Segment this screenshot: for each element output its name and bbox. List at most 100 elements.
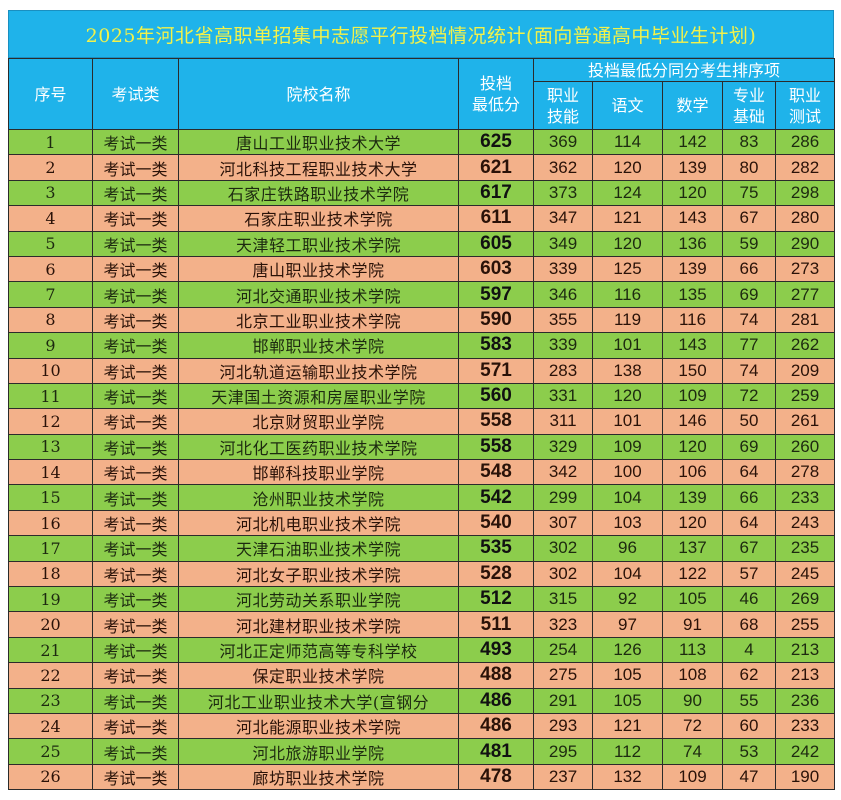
skill-score-cell: 342	[533, 459, 593, 486]
min-score-cell: 603	[458, 255, 534, 283]
index-cell: 14	[8, 459, 93, 486]
test-score-cell: 277	[774, 281, 836, 308]
school-cell: 保定职业技术学院	[178, 662, 459, 689]
category-cell: 考试一类	[92, 763, 179, 791]
test-score-cell: 245	[774, 560, 836, 588]
basic-score-cell: 50	[722, 408, 776, 435]
test-score-cell: 282	[774, 154, 836, 181]
math-score-cell: 113	[662, 636, 723, 664]
table-row: 23 考试一类 河北工业职业技术大学(宣钢分 486 291 105 90 55 236	[8, 687, 836, 714]
index-cell: 10	[8, 357, 93, 384]
index-cell: 19	[8, 586, 93, 613]
table-title: 2025年河北省高职单招集中志愿平行投档情况统计(面向普通高中毕业生计划)	[8, 10, 834, 58]
min-score-cell: 535	[458, 535, 534, 562]
chinese-score-cell: 105	[592, 687, 663, 714]
min-score-cell: 597	[458, 281, 534, 308]
header-min-score-line1: 投档	[479, 74, 512, 93]
test-score-cell: 213	[774, 636, 836, 664]
category-cell: 考试一类	[92, 459, 179, 486]
category-cell: 考试一类	[92, 484, 179, 511]
math-score-cell: 106	[662, 459, 723, 486]
category-cell: 考试一类	[92, 205, 179, 232]
category-cell: 考试一类	[92, 255, 179, 283]
chinese-score-cell: 100	[592, 459, 663, 486]
school-cell: 天津轻工职业技术学院	[178, 230, 459, 257]
category-cell: 考试一类	[92, 230, 179, 257]
test-score-cell: 190	[774, 763, 836, 791]
skill-score-cell: 355	[533, 306, 593, 334]
chinese-score-cell: 97	[592, 611, 663, 638]
table-row: 2 考试一类 河北科技工程职业技术大学 621 362 120 139 80 282	[8, 154, 836, 181]
math-score-cell: 139	[662, 255, 723, 283]
header-skill: 职业技能	[533, 81, 593, 130]
basic-score-cell: 62	[722, 662, 776, 689]
skill-score-cell: 299	[533, 484, 593, 511]
table-row: 12 考试一类 北京财贸职业学院 558 311 101 146 50 261	[8, 408, 836, 435]
index-cell: 26	[8, 763, 93, 791]
test-score-cell: 280	[774, 205, 836, 232]
category-cell: 考试一类	[92, 738, 179, 765]
index-cell: 6	[8, 255, 93, 283]
chinese-score-cell: 120	[592, 382, 663, 410]
chinese-score-cell: 101	[592, 332, 663, 359]
test-score-cell: 255	[774, 611, 836, 638]
test-score-cell: 261	[774, 408, 836, 435]
math-score-cell: 109	[662, 763, 723, 791]
school-cell: 天津国土资源和房屋职业学院	[178, 382, 459, 410]
min-score-cell: 621	[458, 154, 534, 181]
chinese-score-cell: 132	[592, 763, 663, 791]
table-row: 7 考试一类 河北交通职业技术学院 597 346 116 135 69 277	[8, 281, 836, 308]
basic-score-cell: 67	[722, 535, 776, 562]
index-cell: 12	[8, 408, 93, 435]
chinese-score-cell: 105	[592, 662, 663, 689]
basic-score-cell: 66	[722, 255, 776, 283]
table-row: 15 考试一类 沧州职业技术学院 542 299 104 139 66 233	[8, 484, 836, 511]
table-row: 3 考试一类 石家庄铁路职业技术学院 617 373 124 120 75 298	[8, 179, 836, 207]
skill-score-cell: 315	[533, 586, 593, 613]
math-score-cell: 136	[662, 230, 723, 257]
chinese-score-cell: 114	[592, 128, 663, 156]
index-cell: 5	[8, 230, 93, 257]
table-row: 6 考试一类 唐山职业技术学院 603 339 125 139 66 273	[8, 255, 836, 283]
skill-score-cell: 339	[533, 255, 593, 283]
basic-score-cell: 74	[722, 306, 776, 334]
basic-score-cell: 47	[722, 763, 776, 791]
header-tiebreak-group: 投档最低分同分考生排序项	[532, 58, 836, 82]
skill-score-cell: 302	[533, 560, 593, 588]
min-score-cell: 542	[458, 484, 534, 511]
school-cell: 河北化工医药职业技术学院	[178, 433, 459, 461]
category-cell: 考试一类	[92, 560, 179, 588]
math-score-cell: 108	[662, 662, 723, 689]
index-cell: 18	[8, 560, 93, 588]
skill-score-cell: 293	[533, 712, 593, 740]
min-score-cell: 558	[458, 408, 534, 435]
header-category: 考试类	[92, 58, 179, 130]
header-chinese: 语文	[592, 81, 663, 130]
min-score-cell: 528	[458, 560, 534, 588]
table-row: 10 考试一类 河北轨道运输职业技术学院 571 283 138 150 74 209	[8, 357, 836, 384]
chinese-score-cell: 104	[592, 484, 663, 511]
chinese-score-cell: 119	[592, 306, 663, 334]
test-score-cell: 269	[774, 586, 836, 613]
min-score-cell: 583	[458, 332, 534, 359]
school-cell: 石家庄铁路职业技术学院	[178, 179, 459, 207]
skill-score-cell: 291	[533, 687, 593, 714]
skill-score-cell: 323	[533, 611, 593, 638]
skill-score-cell: 295	[533, 738, 593, 765]
header-test: 职业测试	[774, 81, 836, 130]
school-cell: 河北正定师范高等专科学校	[178, 636, 459, 664]
school-cell: 北京工业职业技术学院	[178, 306, 459, 334]
basic-score-cell: 68	[722, 611, 776, 638]
table-row: 18 考试一类 河北女子职业技术学院 528 302 104 122 57 245	[8, 560, 836, 588]
math-score-cell: 135	[662, 281, 723, 308]
min-score-cell: 488	[458, 662, 534, 689]
header-school: 院校名称	[178, 58, 459, 130]
category-cell: 考试一类	[92, 306, 179, 334]
table-row: 16 考试一类 河北机电职业技术学院 540 307 103 120 64 243	[8, 509, 836, 537]
math-score-cell: 150	[662, 357, 723, 384]
chinese-score-cell: 101	[592, 408, 663, 435]
chinese-score-cell: 124	[592, 179, 663, 207]
table-row: 21 考试一类 河北正定师范高等专科学校 493 254 126 113 4 213	[8, 636, 836, 664]
table-row: 20 考试一类 河北建材职业技术学院 511 323 97 91 68 255	[8, 611, 836, 638]
header-math: 数学	[662, 81, 723, 130]
